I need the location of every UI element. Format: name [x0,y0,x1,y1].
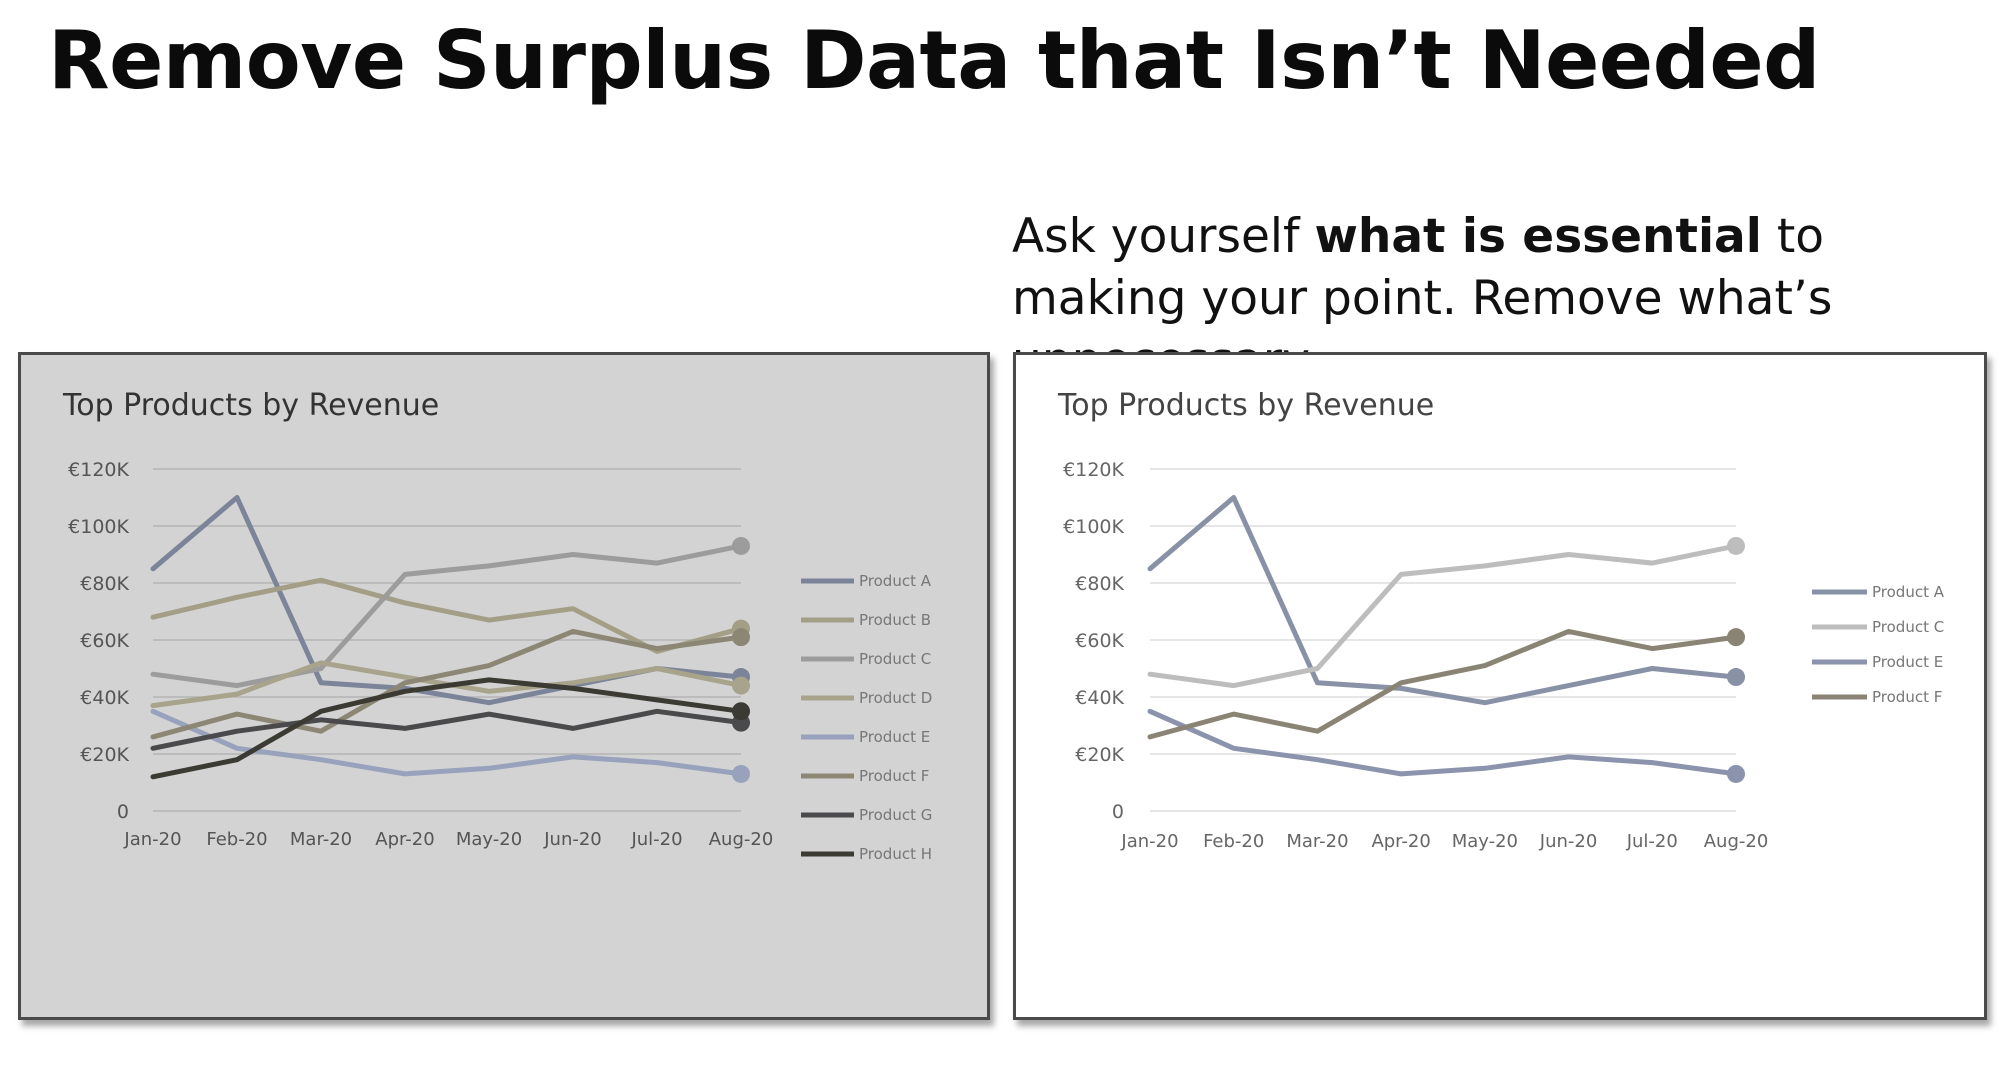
x-tick-label: Mar-20 [1286,831,1348,852]
series-line-product-c [1147,543,1739,689]
series-line-product-g [150,708,744,751]
series-line-product-a [1147,495,1739,706]
series-end-marker [732,536,750,555]
y-tick-label: €60K [80,630,129,652]
y-tick-label: 0 [117,801,129,823]
series-line-product-f [1147,628,1739,740]
y-tick-label: €120K [1063,459,1124,481]
y-tick-label: €40K [1075,687,1124,709]
y-tick-label: €20K [80,744,129,766]
series-end-marker [732,764,750,783]
slide-title: Remove Surplus Data that Isn’t Needed [48,14,1820,107]
y-tick-label: €120K [68,459,129,481]
series-end-marker [732,628,750,647]
legend-label: Product A [1872,583,1945,601]
y-tick-label: €80K [80,573,129,595]
legend-label: Product F [1872,688,1942,706]
series-end-marker [1727,764,1745,783]
x-tick-label: Feb-20 [206,829,267,850]
x-tick-label: Aug-20 [709,829,774,850]
x-tick-label: May-20 [456,829,522,850]
series-end-marker [1727,668,1745,687]
y-tick-label: €100K [1063,516,1124,538]
x-tick-label: Aug-20 [1704,831,1769,852]
legend-label: Product F [859,767,929,785]
x-tick-label: Apr-20 [375,829,434,850]
x-tick-label: Jan-20 [1120,831,1178,852]
y-tick-label: €60K [1075,630,1124,652]
legend-label: Product B [859,611,931,629]
series-end-marker [1727,536,1745,555]
series-line-product-e [1147,708,1739,777]
x-tick-label: Mar-20 [290,829,352,850]
chart-panel-before: Top Products by Revenue 0 €20K €40K €60K €80K… [18,352,990,1020]
legend-label: Product C [1872,618,1944,636]
legend-label: Product G [859,806,932,824]
series-end-marker [732,676,750,695]
x-tick-label: Apr-20 [1371,831,1430,852]
legend-label: Product C [859,650,931,668]
legend-label: Product A [859,572,932,590]
y-tick-label: 0 [1112,801,1124,823]
legend-label: Product D [859,689,932,707]
caption-pre: Ask yourself [1012,209,1315,264]
legend-label: Product E [859,728,930,746]
y-tick-label: €20K [1075,744,1124,766]
series-end-marker [732,702,750,721]
series-line-product-h [150,677,744,780]
caption-bold: what is essential [1314,209,1762,264]
y-tick-label: €80K [1075,573,1124,595]
legend-label: Product H [859,845,932,863]
x-tick-label: Jan-20 [123,829,181,850]
y-tick-label: €100K [68,516,129,538]
y-tick-label: €40K [80,687,129,709]
line-chart-after: Top Products by Revenue 0 €20K €40K €60K €80K… [1057,388,1945,852]
x-tick-label: May-20 [1452,831,1518,852]
x-tick-label: Jun-20 [1539,831,1598,852]
series-line-product-f [150,628,744,740]
chart-title: Top Products by Revenue [62,388,439,423]
series-end-marker [1727,628,1745,647]
series-line-product-c [150,543,744,689]
chart-panel-after: Top Products by Revenue 0 €20K €40K €60K €80K… [1013,352,1987,1020]
x-tick-label: Feb-20 [1203,831,1264,852]
chart-title: Top Products by Revenue [1057,388,1434,423]
line-chart-before: Top Products by Revenue 0 €20K €40K €60K €80K… [62,388,932,863]
legend-label: Product E [1872,653,1943,671]
x-tick-label: Jun-20 [543,829,602,850]
x-tick-label: Jul-20 [1626,831,1678,852]
x-tick-label: Jul-20 [630,829,682,850]
